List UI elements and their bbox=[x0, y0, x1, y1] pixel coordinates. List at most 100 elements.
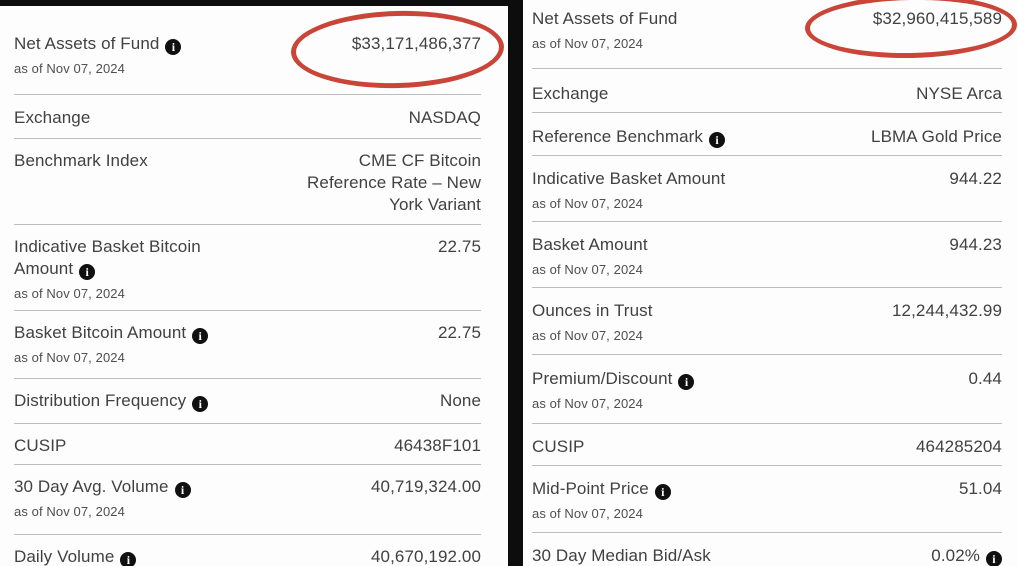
as-of-date: as of Nov 07, 2024 bbox=[532, 328, 643, 343]
stat-label-cell: Net Assets of Fund i as of Nov 07, 2024 bbox=[14, 33, 256, 78]
stat-label: CUSIP bbox=[14, 436, 67, 455]
stat-label-cell: Reference Benchmark i bbox=[532, 126, 812, 148]
stat-label: CUSIP bbox=[532, 437, 585, 456]
stat-label: Ounces in Trust bbox=[532, 301, 653, 320]
stat-label: Indicative Basket Bitcoin Amount bbox=[14, 237, 201, 278]
fund-stat-row: CUSIP 46438F101 bbox=[14, 424, 481, 465]
stat-value: LBMA Gold Price bbox=[871, 127, 1002, 146]
as-of-date: as of Nov 07, 2024 bbox=[532, 396, 643, 411]
as-of-date: as of Nov 07, 2024 bbox=[532, 196, 643, 211]
fund-stat-row: Mid-Point Price i as of Nov 07, 2024 51.04 bbox=[532, 466, 1002, 533]
fund-stat-row: Daily Volume i 40,670,192.00 bbox=[14, 535, 481, 566]
fund-stat-row: Exchange NYSE Arca bbox=[532, 69, 1002, 113]
top-black-border bbox=[0, 0, 508, 6]
info-icon[interactable]: i bbox=[79, 264, 96, 280]
as-of-date: as of Nov 07, 2024 bbox=[14, 350, 125, 365]
info-icon[interactable]: i bbox=[654, 484, 671, 500]
info-icon[interactable]: i bbox=[709, 132, 726, 148]
fund-stat-row: 30 Day Avg. Volume i as of Nov 07, 2024 40,… bbox=[14, 465, 481, 535]
stat-value: None bbox=[439, 391, 481, 410]
stat-label: Basket Amount bbox=[532, 235, 648, 254]
stat-label: Basket Bitcoin Amount bbox=[14, 323, 187, 342]
stat-label-cell: Mid-Point Price i as of Nov 07, 2024 bbox=[532, 478, 812, 523]
fund-stat-row: Net Assets of Fund i as of Nov 07, 2024 $33… bbox=[14, 6, 481, 95]
gold-fund-panel: Net Assets of Fund as of Nov 07, 2024 $32,… bbox=[523, 0, 1018, 566]
stat-value-circled: $32,960,415,589 bbox=[872, 9, 1002, 28]
stat-label-cell: Exchange bbox=[14, 107, 256, 129]
fund-stat-row: CUSIP 464285204 bbox=[532, 424, 1002, 466]
stat-label-cell: Exchange bbox=[532, 83, 812, 105]
stat-value: NYSE Arca bbox=[916, 84, 1002, 103]
fund-stat-row: Net Assets of Fund as of Nov 07, 2024 $32,… bbox=[532, 0, 1002, 69]
stat-label-cell: Basket Amount as of Nov 07, 2024 bbox=[532, 234, 812, 279]
fund-stat-row: Reference Benchmark i LBMA Gold Price bbox=[532, 113, 1002, 156]
as-of-date: as of Nov 07, 2024 bbox=[14, 286, 125, 301]
stat-label-cell: Indicative Basket Bitcoin Amount i as of N… bbox=[14, 236, 256, 303]
stat-value: 464285204 bbox=[916, 437, 1002, 456]
fund-stat-row: Benchmark Index CME CF Bitcoin Reference R… bbox=[14, 139, 481, 225]
stat-label: Mid-Point Price bbox=[532, 479, 649, 498]
stat-label: Reference Benchmark bbox=[532, 127, 704, 146]
stat-label: Net Assets of Fund bbox=[14, 34, 160, 53]
stat-value: NASDAQ bbox=[408, 108, 481, 127]
stat-value: 0.02% i bbox=[931, 545, 1002, 566]
stat-value: 46438F101 bbox=[394, 436, 481, 455]
stat-value-circled: $33,171,486,377 bbox=[351, 34, 481, 53]
stat-value: 944.23 bbox=[949, 235, 1002, 254]
stat-label-cell: Premium/Discount i as of Nov 07, 2024 bbox=[532, 368, 812, 413]
as-of-date: as of Nov 07, 2024 bbox=[532, 506, 643, 521]
stat-label-cell: 30 Day Median Bid/Ask bbox=[532, 545, 812, 566]
stat-label-cell: Distribution Frequency i bbox=[14, 390, 256, 412]
stat-value: 12,244,432.99 bbox=[891, 301, 1002, 320]
stat-label-cell: 30 Day Avg. Volume i as of Nov 07, 2024 bbox=[14, 476, 256, 521]
stat-label: Indicative Basket Amount bbox=[532, 169, 726, 188]
info-icon[interactable]: i bbox=[986, 551, 1002, 566]
stat-label: Distribution Frequency bbox=[14, 391, 187, 410]
stat-label: Daily Volume bbox=[14, 547, 115, 566]
fund-stat-row: Indicative Basket Bitcoin Amount i as of N… bbox=[14, 225, 481, 311]
panel-divider bbox=[508, 0, 523, 566]
info-icon[interactable]: i bbox=[174, 482, 191, 498]
info-icon[interactable]: i bbox=[192, 396, 209, 412]
fund-stat-row: Ounces in Trust as of Nov 07, 2024 12,244,… bbox=[532, 288, 1002, 355]
info-icon[interactable]: i bbox=[165, 39, 182, 55]
stat-label-cell: Ounces in Trust as of Nov 07, 2024 bbox=[532, 300, 812, 345]
stat-label-cell: Basket Bitcoin Amount i as of Nov 07, 2024 bbox=[14, 322, 256, 367]
as-of-date: as of Nov 07, 2024 bbox=[14, 504, 125, 519]
stat-label-cell: Indicative Basket Amount as of Nov 07, 20… bbox=[532, 168, 812, 213]
info-icon[interactable]: i bbox=[678, 374, 695, 390]
stat-value: 22.75 bbox=[437, 237, 481, 256]
info-icon[interactable]: i bbox=[192, 328, 209, 344]
info-icon[interactable]: i bbox=[120, 552, 137, 566]
stat-label: 30 Day Avg. Volume bbox=[14, 477, 169, 496]
stat-value: 40,670,192.00 bbox=[370, 547, 481, 566]
stat-label-cell: Daily Volume i bbox=[14, 546, 256, 566]
stat-label: 30 Day Median Bid/Ask bbox=[532, 546, 711, 565]
stat-value: 51.04 bbox=[958, 479, 1002, 498]
fund-stat-row: Exchange NASDAQ bbox=[14, 95, 481, 139]
fund-stat-row: Distribution Frequency i None bbox=[14, 379, 481, 424]
fund-stat-row: Basket Bitcoin Amount i as of Nov 07, 2024… bbox=[14, 311, 481, 379]
as-of-date: as of Nov 07, 2024 bbox=[532, 36, 643, 51]
fund-stat-row: Premium/Discount i as of Nov 07, 2024 0.44 bbox=[532, 355, 1002, 424]
stat-label: Exchange bbox=[532, 84, 609, 103]
stat-label-cell: CUSIP bbox=[532, 436, 812, 458]
stat-label: Exchange bbox=[14, 108, 91, 127]
stat-label-cell: Benchmark Index bbox=[14, 150, 256, 172]
stat-value: 0.44 bbox=[968, 369, 1002, 388]
bitcoin-fund-panel: Net Assets of Fund i as of Nov 07, 2024 $33… bbox=[0, 0, 508, 566]
fund-stat-row: Basket Amount as of Nov 07, 2024 944.23 bbox=[532, 222, 1002, 288]
stat-value: 40,719,324.00 bbox=[370, 477, 481, 496]
stat-label-cell: Net Assets of Fund as of Nov 07, 2024 bbox=[532, 8, 812, 53]
stat-label: Premium/Discount bbox=[532, 369, 673, 388]
stat-value: CME CF Bitcoin Reference Rate – New York V… bbox=[307, 151, 481, 214]
as-of-date: as of Nov 07, 2024 bbox=[532, 262, 643, 277]
fund-stat-row: 30 Day Median Bid/Ask 0.02% i bbox=[532, 533, 1002, 566]
gold-fund-rows: Net Assets of Fund as of Nov 07, 2024 $32,… bbox=[523, 0, 1018, 566]
stat-label: Benchmark Index bbox=[14, 151, 148, 170]
stat-label: Net Assets of Fund bbox=[532, 9, 678, 28]
fund-stat-row: Indicative Basket Amount as of Nov 07, 20… bbox=[532, 156, 1002, 222]
as-of-date: as of Nov 07, 2024 bbox=[14, 61, 125, 76]
stat-label-cell: CUSIP bbox=[14, 435, 256, 457]
